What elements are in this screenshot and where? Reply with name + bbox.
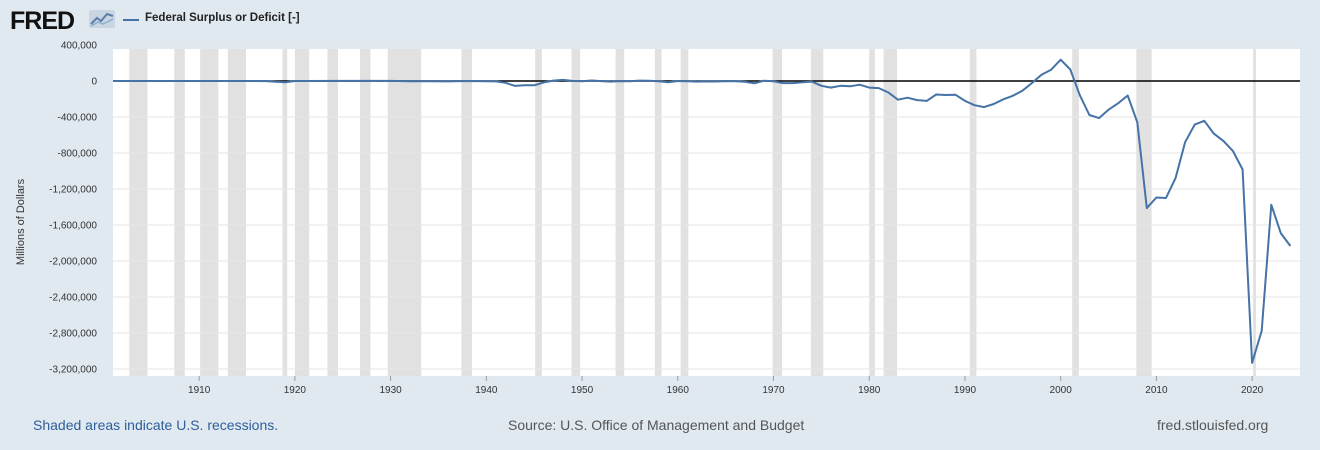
x-tick-label: 1920 (284, 385, 307, 396)
y-tick-label: -1,200,000 (49, 185, 97, 196)
y-axis: 400,000 0 -400,000 -800,000 -1,200,000 -1,600… (49, 41, 97, 376)
recession-shading (129, 49, 1256, 376)
recession-band (772, 49, 783, 376)
trend-line-icon (89, 10, 115, 28)
y-axis-label: Millions of Dollars (15, 178, 27, 265)
recession-band (327, 49, 338, 376)
recession-band (461, 49, 472, 376)
x-tick-label: 2010 (1145, 385, 1168, 396)
series-line (113, 58, 1292, 364)
y-tick-label: -2,000,000 (49, 257, 97, 268)
plot-area (113, 49, 1300, 376)
y-tick-label: -2,800,000 (49, 329, 97, 340)
recession-band (282, 49, 288, 376)
y-tick-label: -2,400,000 (49, 293, 97, 304)
recession-band (200, 49, 219, 376)
recession-band (571, 49, 581, 376)
y-tick-label: 0 (91, 77, 97, 88)
x-tick-label: 1940 (475, 385, 498, 396)
recession-band (615, 49, 625, 376)
recession-note[interactable]: Shaded areas indicate U.S. recessions. (33, 417, 279, 433)
series-layer (113, 58, 1292, 364)
x-tick-label: 1930 (379, 385, 402, 396)
y-tick-label: 400,000 (61, 41, 98, 52)
recession-band (359, 49, 371, 376)
y-tick-label: -3,200,000 (49, 365, 97, 376)
x-tick-label: 1950 (571, 385, 594, 396)
recession-band (387, 49, 422, 376)
recession-band (869, 49, 875, 376)
line-chart: 400,000 0 -400,000 -800,000 -1,200,000 -1,600… (15, 41, 1300, 396)
fred-logo[interactable]: FRED (10, 7, 75, 35)
legend-line-swatch (123, 19, 139, 21)
recession-band (1072, 49, 1079, 376)
x-tick-label: 2000 (1050, 385, 1073, 396)
recession-band (294, 49, 310, 376)
recession-band (654, 49, 662, 376)
x-tick-label: 2020 (1241, 385, 1264, 396)
recession-band (969, 49, 977, 376)
x-tick-label: 1980 (858, 385, 881, 396)
recession-band (680, 49, 689, 376)
x-tick-label: 1970 (762, 385, 785, 396)
y-tick-label: -800,000 (58, 149, 98, 160)
x-axis: 1910 1920 1930 1940 1950 1960 1970 1980 1990 2000… (188, 376, 1264, 396)
x-tick-label: 1960 (667, 385, 690, 396)
recession-band (535, 49, 542, 376)
recession-band (174, 49, 185, 376)
chart-header: FRED Federal Surplus or Deficit [-] (0, 0, 1320, 40)
recession-band (227, 49, 247, 376)
recession-band (1136, 49, 1152, 376)
x-tick-label: 1910 (188, 385, 211, 396)
legend-series-label[interactable]: Federal Surplus or Deficit [-] (145, 12, 300, 24)
recession-band (1253, 49, 1256, 376)
recession-band (810, 49, 824, 376)
recession-band (883, 49, 897, 376)
recession-band (129, 49, 148, 376)
site-link[interactable]: fred.stlouisfed.org (1157, 417, 1269, 433)
x-tick-label: 1990 (954, 385, 977, 396)
y-tick-label: -1,600,000 (49, 221, 97, 232)
y-tick-label: -400,000 (58, 113, 98, 124)
source-note: Source: U.S. Office of Management and Bu… (508, 417, 805, 433)
